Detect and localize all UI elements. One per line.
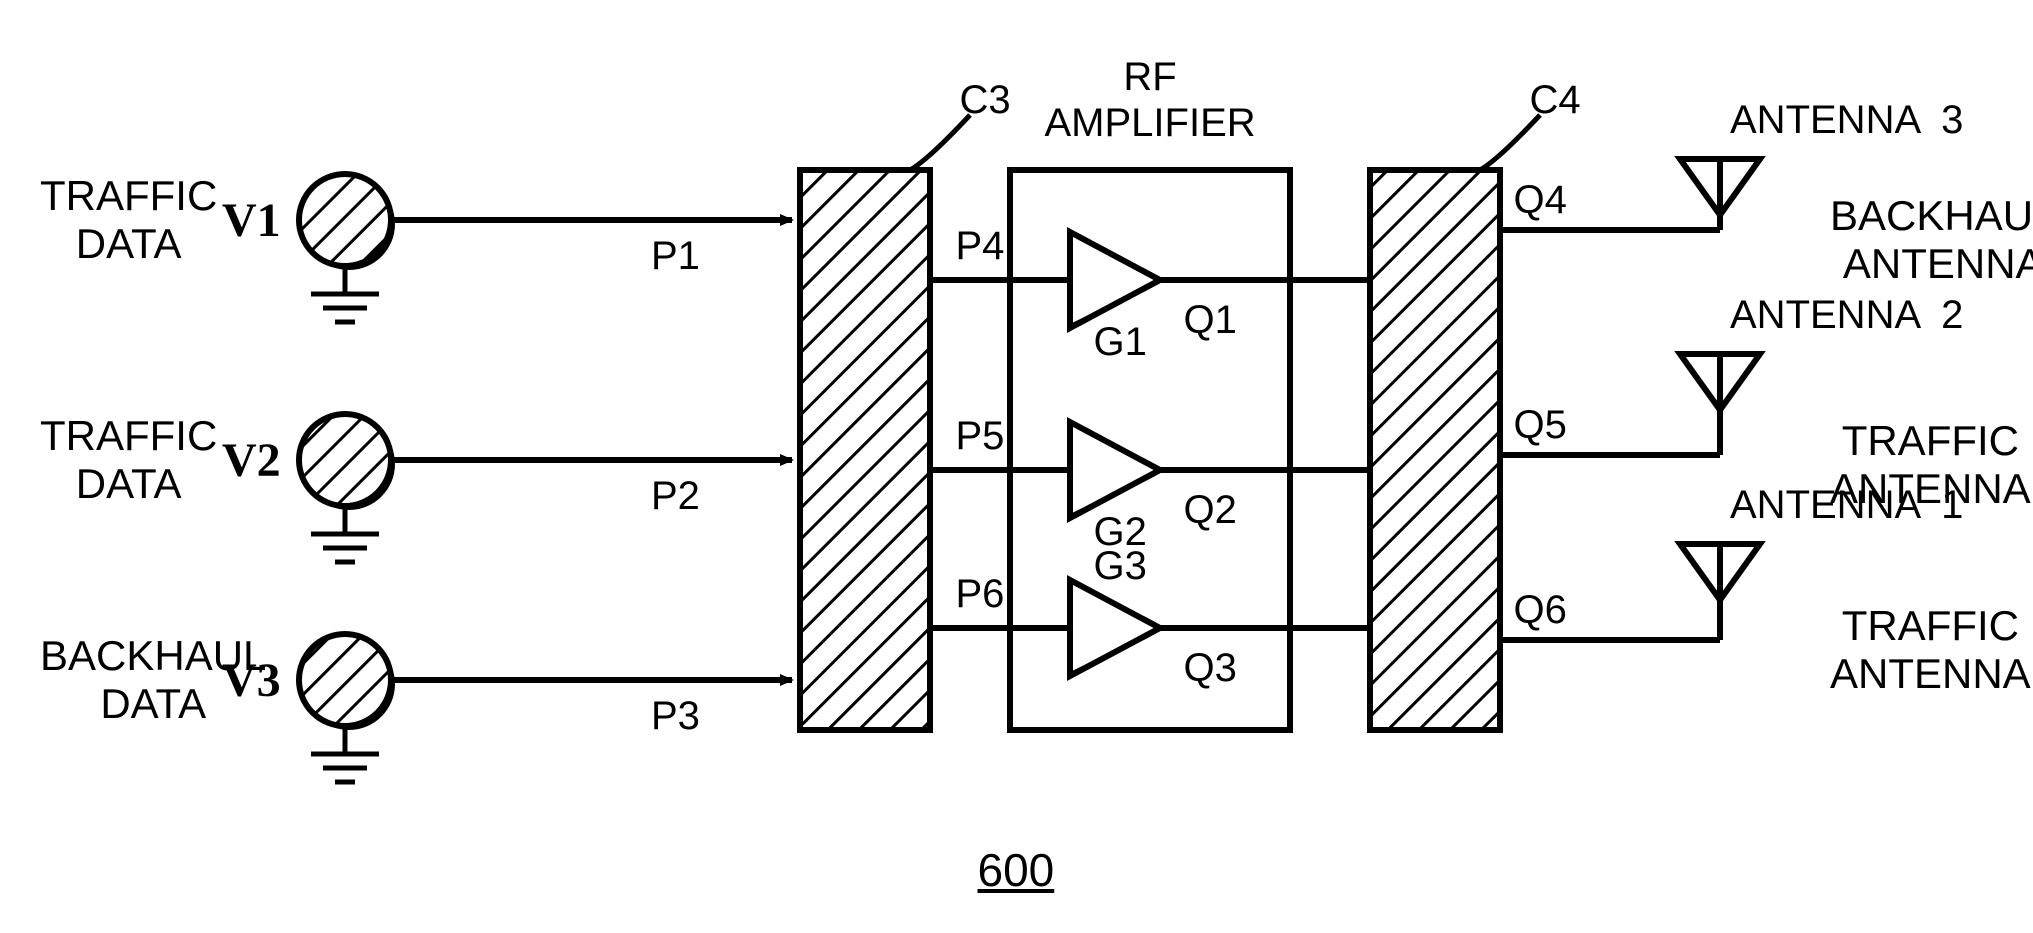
- antenna-label-ANT2: ANTENNA 2: [1730, 292, 1963, 338]
- diagram-svg: [0, 0, 2033, 933]
- label-G1: G1: [1094, 319, 1147, 365]
- antenna-label-ANT3: ANTENNA 3: [1730, 97, 1963, 143]
- figure-number: 600: [978, 844, 1055, 897]
- source-label-V3: V3: [222, 653, 281, 708]
- source-desc-V2: TRAFFIC DATA: [40, 412, 217, 509]
- box-C4: [1370, 170, 1500, 730]
- source-desc-V1: TRAFFIC DATA: [40, 172, 217, 269]
- rf-amplifier-box: [1010, 170, 1290, 730]
- source-V2: [299, 414, 395, 562]
- label-Q2: Q2: [1184, 487, 1237, 533]
- source-V1: [299, 174, 395, 322]
- label-P1: P1: [651, 233, 700, 279]
- box-C3: [800, 170, 930, 730]
- source-label-V2: V2: [222, 433, 281, 488]
- label-P6: P6: [956, 571, 1005, 617]
- antenna-desc-ANT1: TRAFFIC ANTENNA: [1830, 602, 2031, 699]
- label-C3: C3: [960, 77, 1011, 123]
- label-C4: C4: [1530, 77, 1581, 123]
- antenna-desc-ANT3: BACKHAUL ANTENNA: [1830, 192, 2033, 289]
- label-RF: RF AMPLIFIER: [1045, 54, 1256, 146]
- label-P5: P5: [956, 413, 1005, 459]
- source-V3: [299, 634, 395, 782]
- label-Q5: Q5: [1514, 402, 1567, 448]
- label-Q6: Q6: [1514, 587, 1567, 633]
- label-P2: P2: [651, 473, 700, 519]
- label-Q3: Q3: [1184, 645, 1237, 691]
- source-label-V1: V1: [222, 193, 281, 248]
- label-Q1: Q1: [1184, 297, 1237, 343]
- label-P4: P4: [956, 223, 1005, 269]
- diagram-canvas: TRAFFIC DATAV1TRAFFIC DATAV2BACKHAUL DAT…: [0, 0, 2033, 933]
- label-G3: G3: [1094, 543, 1147, 589]
- antenna-label-ANT1: ANTENNA 1: [1730, 482, 1963, 528]
- label-Q4: Q4: [1514, 177, 1567, 223]
- label-P3: P3: [651, 693, 700, 739]
